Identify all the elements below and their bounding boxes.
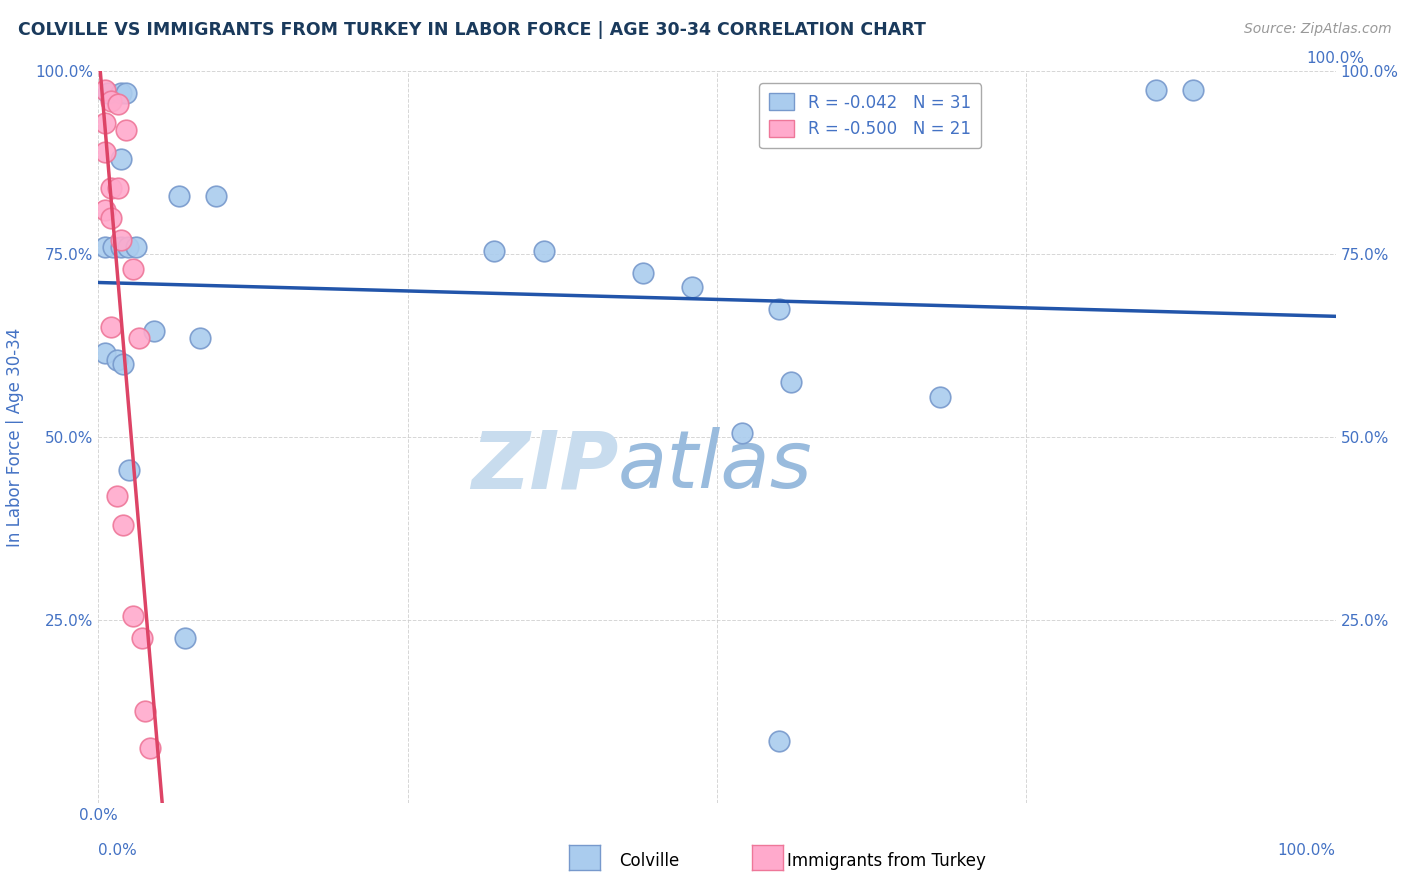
Point	[93, 203, 115, 218]
Point	[131, 632, 153, 646]
Point	[122, 609, 145, 624]
Point	[114, 123, 136, 137]
Point	[93, 240, 115, 254]
Point	[167, 188, 190, 202]
Point	[110, 233, 132, 247]
Point	[103, 240, 125, 254]
Point	[114, 87, 136, 101]
Point	[112, 357, 135, 371]
Point	[731, 426, 754, 441]
Text: atlas: atlas	[619, 427, 813, 506]
Y-axis label: In Labor Force | Age 30-34: In Labor Force | Age 30-34	[7, 327, 24, 547]
Text: 0.0%: 0.0%	[98, 843, 138, 858]
Point	[484, 244, 506, 258]
Point	[118, 463, 141, 477]
Point	[631, 266, 654, 280]
Legend: R = -0.042   N = 31, R = -0.500   N = 21: R = -0.042 N = 31, R = -0.500 N = 21	[759, 83, 981, 148]
Text: ZIP: ZIP	[471, 427, 619, 506]
Point	[768, 301, 790, 317]
Point	[100, 320, 122, 334]
Point	[112, 517, 135, 532]
Text: 100.0%: 100.0%	[1278, 843, 1336, 858]
Point	[97, 87, 120, 101]
Point	[107, 181, 129, 195]
Point	[110, 152, 132, 166]
Point	[205, 188, 228, 202]
Point	[139, 740, 162, 755]
Point	[128, 331, 150, 345]
Point	[100, 211, 122, 225]
Point	[188, 331, 211, 345]
Point	[533, 244, 555, 258]
Point	[93, 145, 115, 159]
Point	[174, 632, 197, 646]
Point	[93, 83, 115, 97]
Point	[1182, 83, 1205, 97]
Point	[928, 390, 950, 404]
Point	[100, 94, 122, 108]
Point	[780, 376, 803, 390]
Text: Colville: Colville	[619, 852, 679, 870]
Point	[110, 240, 132, 254]
Point	[110, 87, 132, 101]
Point	[100, 181, 122, 195]
Point	[768, 733, 790, 747]
Text: COLVILLE VS IMMIGRANTS FROM TURKEY IN LABOR FORCE | AGE 30-34 CORRELATION CHART: COLVILLE VS IMMIGRANTS FROM TURKEY IN LA…	[18, 21, 927, 39]
Point	[134, 705, 156, 719]
Point	[124, 240, 146, 254]
Point	[93, 115, 115, 129]
Point	[122, 261, 145, 276]
Point	[681, 280, 703, 294]
Point	[107, 97, 129, 112]
Point	[105, 353, 128, 368]
Point	[93, 346, 115, 360]
Point	[105, 489, 128, 503]
Point	[143, 324, 166, 338]
Text: Immigrants from Turkey: Immigrants from Turkey	[787, 852, 986, 870]
Text: Source: ZipAtlas.com: Source: ZipAtlas.com	[1244, 22, 1392, 37]
Point	[117, 240, 139, 254]
Point	[1144, 83, 1167, 97]
